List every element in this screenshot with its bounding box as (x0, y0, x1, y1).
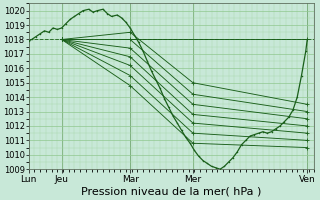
X-axis label: Pression niveau de la mer( hPa ): Pression niveau de la mer( hPa ) (81, 187, 262, 197)
